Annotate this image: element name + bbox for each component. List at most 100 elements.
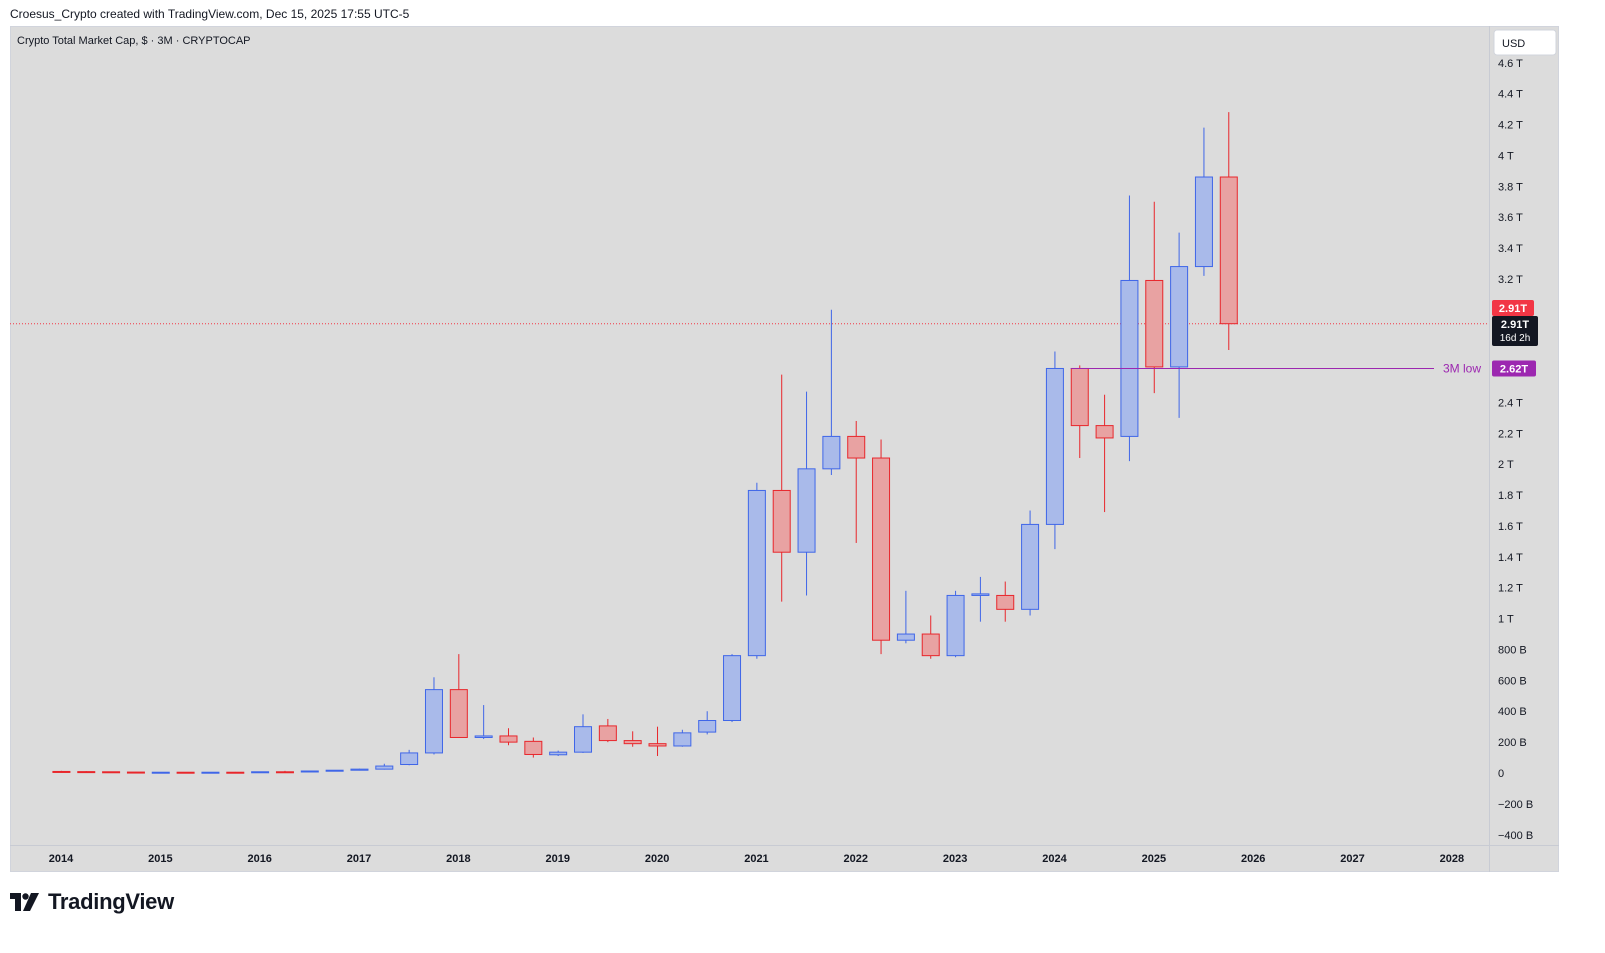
candle-2025-Q1 [1145,201,1164,394]
candle-2025-Q2 [1170,232,1189,418]
price-tick-label: −400 B [1498,830,1533,842]
candle-2019-Q2 [574,714,593,753]
price-tick-label: 3.2 T [1498,274,1523,286]
candle-2025-Q3 [1194,127,1213,276]
candle-2016-Q4 [325,769,344,772]
time-tick-label: 2024 [1042,853,1067,865]
candle-2016-Q3 [300,770,319,773]
candle-2025-Q4 [1219,112,1238,350]
candle-2015-Q2 [176,771,195,774]
candlestick-chart[interactable]: Crypto Total Market Cap, $ · 3M · CRYPTO… [10,26,1559,872]
candle-2017-Q3 [400,749,419,766]
countdown-tag-time: 16d 2h [1500,333,1531,344]
candle-2022-Q1 [847,420,866,543]
time-tick-label: 2028 [1440,853,1464,865]
candle-2018-Q1 [449,654,468,738]
candle-2021-Q2 [772,374,791,602]
candle-body [1095,425,1114,439]
candle-2024-Q1 [1045,351,1064,550]
price-tick-label: 4 T [1498,150,1514,162]
candle-body [1170,266,1189,368]
candle-body [1194,176,1213,268]
price-tick-label: 1.8 T [1498,490,1523,502]
price-tick-label: −200 B [1498,799,1533,811]
candle-2024-Q3 [1095,394,1114,513]
price-tick-label: 200 B [1498,737,1527,749]
candle-2019-Q3 [598,718,617,743]
price-tick-label: 0 [1498,768,1504,780]
candle-body [946,594,965,657]
tradingview-logo-text: TradingView [48,889,174,914]
candle-body [574,726,593,753]
symbol-title: Crypto Total Market Cap, $ · 3M · CRYPTO… [17,35,251,47]
time-tick-label: 2019 [546,853,570,865]
candle-2021-Q3 [797,391,816,596]
candle-body [822,435,841,470]
time-tick-label: 2025 [1142,853,1166,865]
tradingview-logo[interactable]: TradingView [10,889,174,915]
candle-2023-Q2 [971,576,990,622]
time-tick-label: 2021 [744,853,768,865]
time-tick-label: 2022 [844,853,868,865]
candle-body [400,752,419,766]
price-tick-label: 600 B [1498,675,1527,687]
candle-body [921,633,940,657]
3m-low-tag [1492,360,1536,377]
price-axis[interactable]: −400 B −200 B 0 200 B 400 B 600 B 800 B 1 T 1.2 … [1498,58,1533,842]
currency-button[interactable]: USD [1493,29,1557,56]
price-tick-label: 2 T [1498,459,1514,471]
price-tick-label: 3.8 T [1498,181,1523,193]
candle-2024-Q4 [1120,195,1139,462]
time-tick-label: 2017 [347,853,371,865]
price-tick-label: 4.2 T [1498,120,1523,132]
candle-2023-Q4 [1021,510,1040,616]
time-tick-label: 2014 [49,853,74,865]
candle-body [723,655,742,722]
candle-body [251,771,270,774]
time-tick-label: 2026 [1241,853,1265,865]
candle-body [772,489,791,553]
price-tick-label: 400 B [1498,706,1527,718]
countdown-tag [1492,316,1538,346]
price-tick-label: 2.4 T [1498,397,1523,409]
candle-2017-Q1 [350,768,369,771]
candle-2021-Q1 [747,482,766,659]
candle-2022-Q3 [896,590,915,644]
candle-body [449,689,468,738]
candle-body [300,770,319,773]
candle-2019-Q4 [623,731,642,747]
chart-area[interactable] [10,26,1559,872]
candle-body [797,468,816,553]
candle-2017-Q2 [375,763,394,770]
time-tick-label: 2023 [943,853,967,865]
candle-2014-Q1 [52,770,71,773]
candle-2018-Q2 [474,705,493,740]
tradingview-logo-icon [10,893,39,911]
candle-2023-Q3 [996,581,1015,622]
time-tick-label: 2018 [446,853,470,865]
time-axis[interactable]: 2014 2015 2016 2017 2018 2019 2020 2021 2022 2023… [49,853,1464,865]
price-axis-tags: 2.91T 2.91T 16d 2h 2.62T [1492,300,1538,377]
candle-body [623,740,642,745]
candle-body [698,720,717,733]
last-price-tag [1492,300,1534,316]
price-tick-label: 1 T [1498,614,1514,626]
price-tick-label: 3.6 T [1498,212,1523,224]
chart-attribution: Croesus_Crypto created with TradingView.… [10,7,410,21]
price-tick-label: 1.4 T [1498,552,1523,564]
candle-2016-Q1 [251,771,270,774]
price-tick-label: 3.4 T [1498,243,1523,255]
candle-2018-Q4 [524,737,543,758]
candle-body [971,593,990,596]
price-tick-label: 4.4 T [1498,89,1523,101]
candle-body [126,771,145,774]
candle-2020-Q1 [648,726,667,757]
currency-button-label: USD [1502,38,1525,50]
candle-body [275,771,294,774]
candle-body [77,771,96,774]
last-price-tag-value: 2.91T [1499,303,1527,315]
candle-body [176,771,195,774]
candle-body [201,771,220,774]
candle-body [52,770,71,773]
time-tick-label: 2016 [247,853,271,865]
